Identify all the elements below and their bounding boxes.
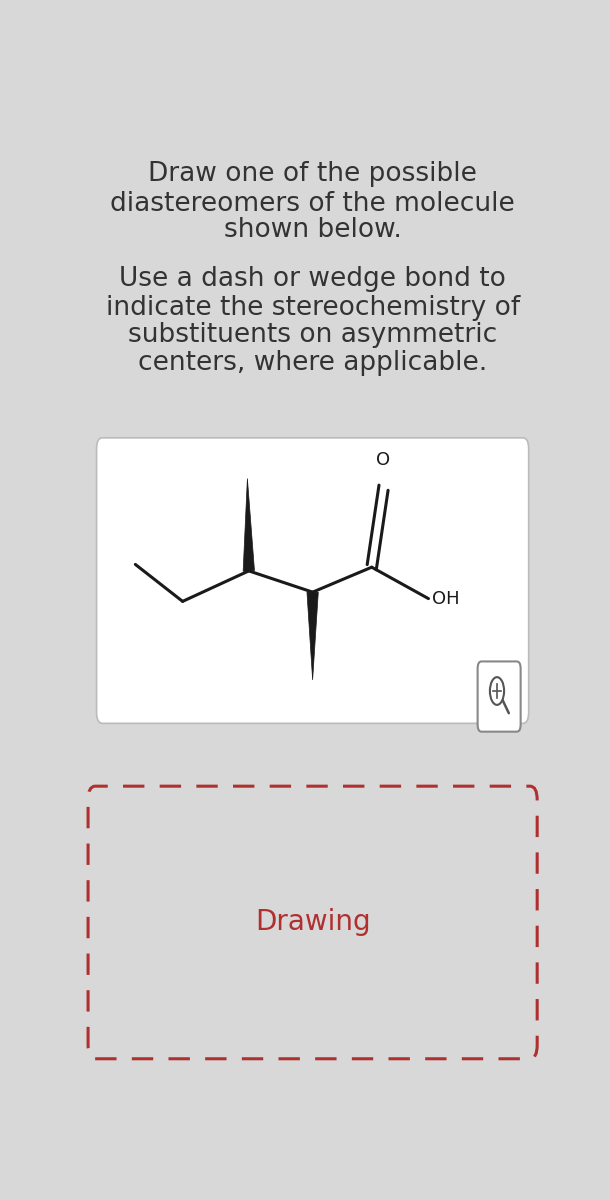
Text: diastereomers of the molecule: diastereomers of the molecule bbox=[110, 191, 515, 217]
FancyBboxPatch shape bbox=[96, 438, 529, 724]
Text: shown below.: shown below. bbox=[224, 217, 401, 242]
Polygon shape bbox=[307, 592, 318, 680]
Text: OH: OH bbox=[432, 589, 460, 607]
Text: Drawing: Drawing bbox=[255, 908, 370, 936]
Text: substituents on asymmetric: substituents on asymmetric bbox=[128, 323, 497, 348]
Polygon shape bbox=[243, 479, 254, 571]
Text: indicate the stereochemistry of: indicate the stereochemistry of bbox=[106, 295, 520, 322]
Text: centers, where applicable.: centers, where applicable. bbox=[138, 350, 487, 376]
Text: O: O bbox=[376, 451, 390, 469]
Text: Draw one of the possible: Draw one of the possible bbox=[148, 162, 477, 187]
FancyBboxPatch shape bbox=[478, 661, 521, 732]
Text: Use a dash or wedge bond to: Use a dash or wedge bond to bbox=[119, 266, 506, 292]
